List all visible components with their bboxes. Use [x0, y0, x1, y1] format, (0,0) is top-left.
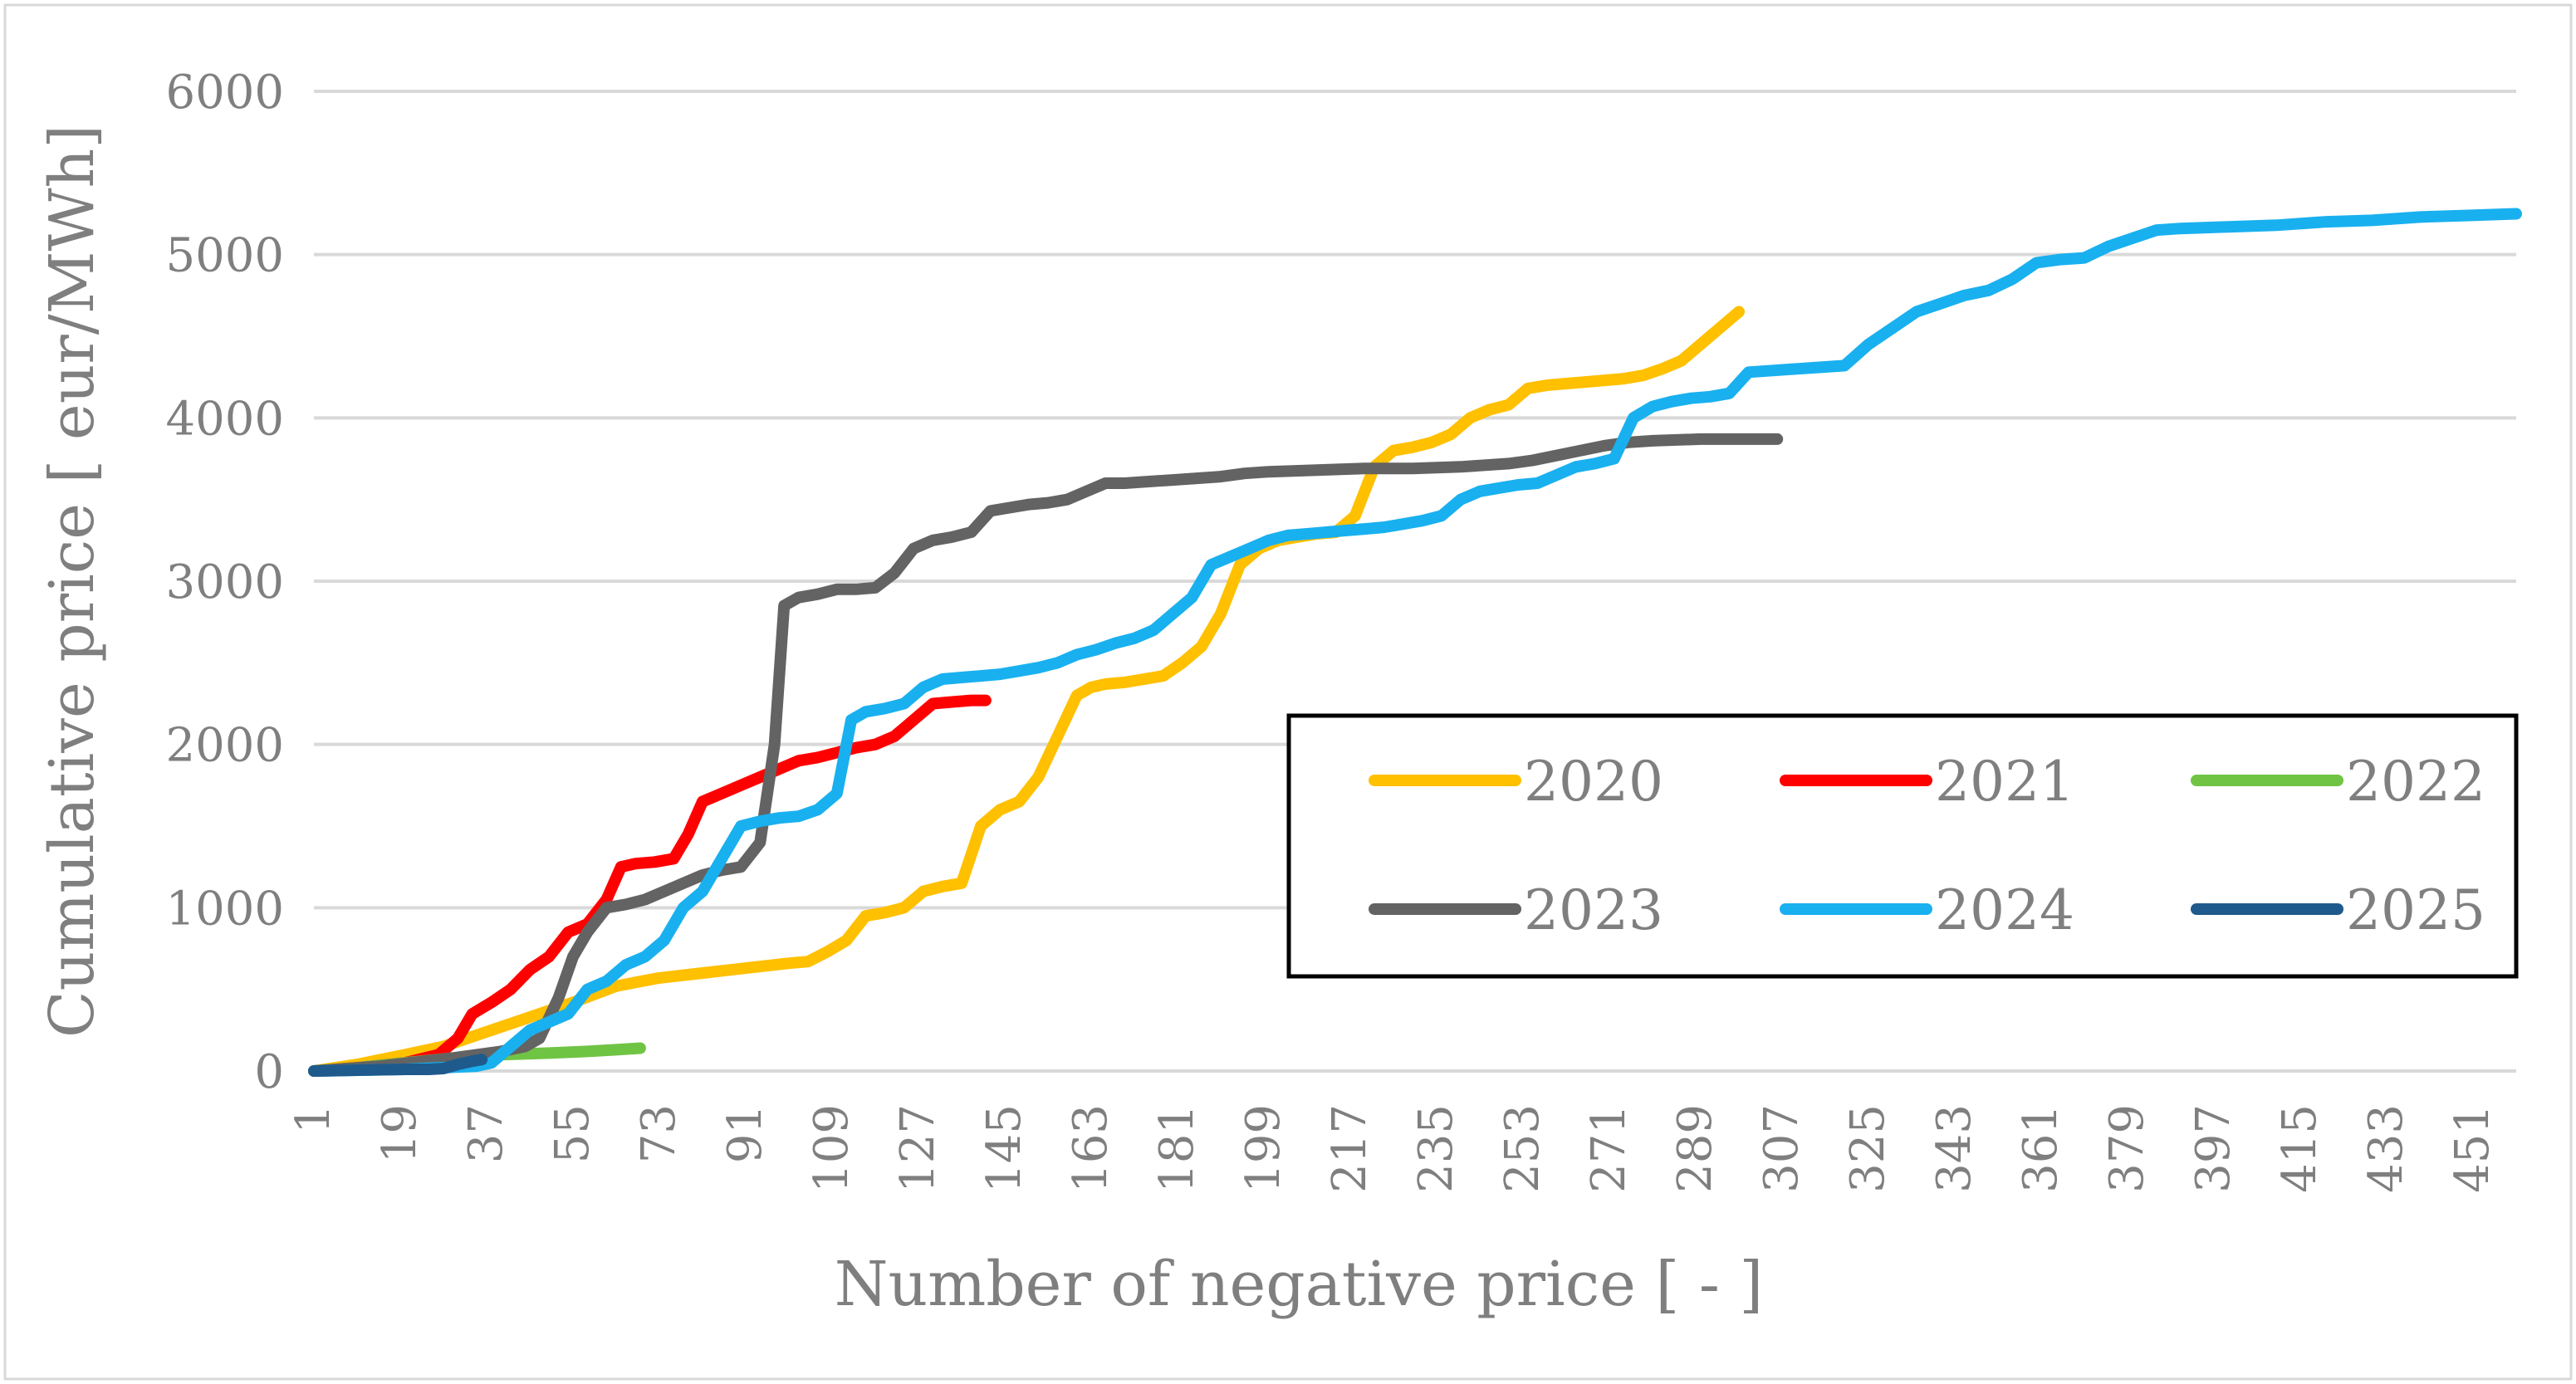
x-tick-label: 253 [1496, 1104, 1550, 1193]
y-tick-label: 0 [254, 1045, 284, 1099]
x-tick-label: 433 [2359, 1104, 2413, 1193]
x-tick-label: 127 [891, 1104, 945, 1193]
x-tick-label: 163 [1064, 1104, 1118, 1193]
y-axis-title: Cumulative price [ eur/MWh] [37, 125, 108, 1038]
legend-label-2022: 2022 [2346, 750, 2485, 814]
series-line-2024 [308, 208, 2522, 1077]
x-tick-label: 37 [459, 1104, 513, 1163]
legend-label-2024: 2024 [1935, 878, 2074, 942]
x-tick-label: 361 [2014, 1104, 2068, 1193]
x-tick-label: 415 [2273, 1104, 2327, 1193]
series-line-2025 [308, 1054, 488, 1077]
x-tick-label: 199 [1237, 1104, 1290, 1193]
x-tick-label: 235 [1409, 1104, 1463, 1193]
x-tick-label: 271 [1582, 1104, 1636, 1193]
x-tick-label: 55 [546, 1104, 600, 1163]
series-line-2021 [308, 694, 992, 1077]
x-axis-title: Number of negative price [ - ] [835, 1249, 1764, 1320]
x-tick-label: 397 [2187, 1104, 2241, 1193]
series-line-2023 [308, 433, 1784, 1077]
y-tick-label: 1000 [165, 882, 284, 936]
y-tick-label: 6000 [165, 66, 284, 120]
y-tick-label: 3000 [165, 555, 284, 609]
x-tick-label: 343 [1927, 1104, 1981, 1193]
x-tick-label: 217 [1323, 1104, 1377, 1193]
y-tick-label: 2000 [165, 719, 284, 773]
legend-label-2025: 2025 [2346, 878, 2485, 942]
x-tick-label: 91 [718, 1104, 772, 1163]
y-axis-ticks: 0 1000 2000 3000 4000 5000 6000 [165, 66, 284, 1099]
x-tick-label: 19 [373, 1104, 427, 1163]
x-tick-label: 109 [805, 1104, 859, 1193]
x-tick-label: 145 [977, 1104, 1031, 1193]
legend-label-2023: 2023 [1524, 878, 1663, 942]
x-tick-label: 181 [1150, 1104, 1204, 1193]
series-lines [308, 208, 2522, 1077]
x-tick-label: 1 [286, 1104, 340, 1134]
legend: 2020 2021 2022 2023 2024 2025 [1286, 713, 2519, 979]
legend-label-2020: 2020 [1524, 750, 1663, 814]
x-tick-label: 307 [1755, 1104, 1809, 1193]
x-tick-label: 451 [2446, 1104, 2500, 1193]
x-tick-label: 73 [632, 1104, 686, 1163]
series-line-2020 [308, 306, 1745, 1077]
x-tick-label: 289 [1668, 1104, 1722, 1193]
legend-box [1286, 713, 2519, 979]
y-tick-label: 5000 [165, 229, 284, 283]
x-tick-label: 379 [2100, 1104, 2154, 1193]
y-tick-label: 4000 [165, 392, 284, 446]
x-tick-label: 325 [1841, 1104, 1895, 1193]
x-axis-ticks: 1 19 37 55 73 91 109 127 145 163 181 199 217 235 253 27… [286, 1104, 2500, 1193]
legend-label-2021: 2021 [1935, 750, 2074, 814]
